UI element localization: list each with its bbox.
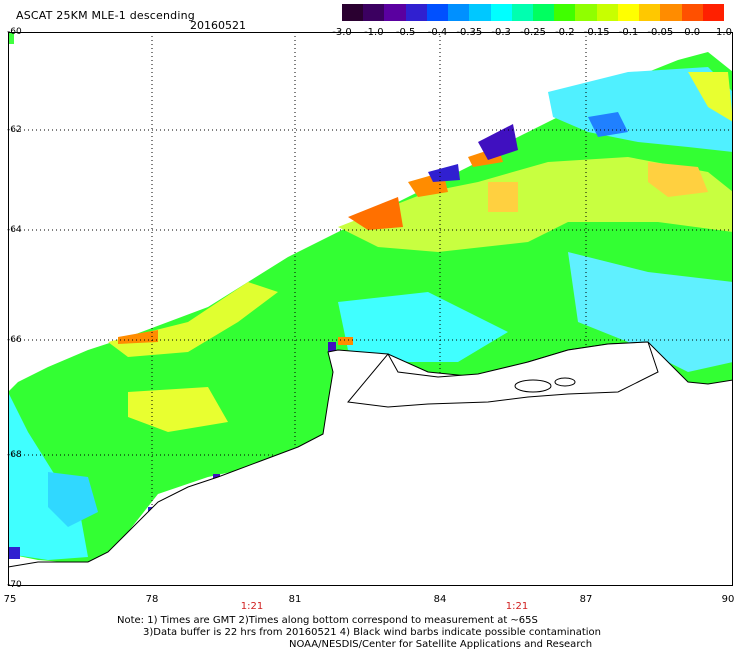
colorbar-swatch xyxy=(511,4,533,21)
map-plot xyxy=(8,32,733,586)
colorbar-swatch xyxy=(596,4,618,21)
lon-label-78: 78 xyxy=(145,594,159,605)
colorbar-swatch xyxy=(554,4,576,21)
note-line-1: Note: 1) Times are GMT 2)Times along bot… xyxy=(117,615,538,626)
time-label: 1:21 xyxy=(505,601,529,612)
colorbar-swatch xyxy=(660,4,682,21)
colorbar-swatch xyxy=(575,4,597,21)
note-line-3: NOAA/NESDIS/Center for Satellite Applica… xyxy=(289,639,593,650)
lon-label-81: 81 xyxy=(288,594,302,605)
lat-label-62: -62 xyxy=(7,125,22,135)
colorbar-swatch xyxy=(448,4,470,21)
lat-label-64: -64 xyxy=(7,225,22,235)
lat-label-68: -68 xyxy=(7,450,22,460)
colorbar-swatch xyxy=(490,4,512,21)
colorbar-swatch xyxy=(384,4,406,21)
colorbar-swatch xyxy=(342,4,364,21)
lon-label-75: 75 xyxy=(3,594,17,605)
lon-label-84: 84 xyxy=(433,594,447,605)
colorbar-swatch xyxy=(681,4,703,21)
lon-label-87: 87 xyxy=(579,594,593,605)
colorbar-swatch xyxy=(702,4,724,21)
lon-label-90: 90 xyxy=(721,594,735,605)
colorbar xyxy=(342,4,724,21)
colorbar-swatch xyxy=(426,4,449,21)
colorbar-swatch xyxy=(617,4,640,21)
colorbar-swatch xyxy=(469,4,491,21)
colorbar-swatch xyxy=(532,4,555,21)
colorbar-swatch xyxy=(405,4,427,21)
plot-frame xyxy=(8,32,733,586)
colorbar-swatch xyxy=(363,4,385,21)
wind-data-swath xyxy=(8,32,733,564)
lat-label-70: -70 xyxy=(7,580,22,590)
map-date: 20160521 xyxy=(190,19,246,32)
time-label: 1:21 xyxy=(240,601,264,612)
map-svg xyxy=(8,32,733,586)
map-title: ASCAT 25KM MLE-1 descending xyxy=(16,9,195,22)
colorbar-swatch xyxy=(639,4,661,21)
antarctic-coastline xyxy=(8,341,733,586)
note-line-2: 3)Data buffer is 22 hrs from 20160521 4)… xyxy=(143,627,601,638)
lat-label-66: -66 xyxy=(7,335,22,345)
lat-label-60: -60 xyxy=(7,27,22,37)
